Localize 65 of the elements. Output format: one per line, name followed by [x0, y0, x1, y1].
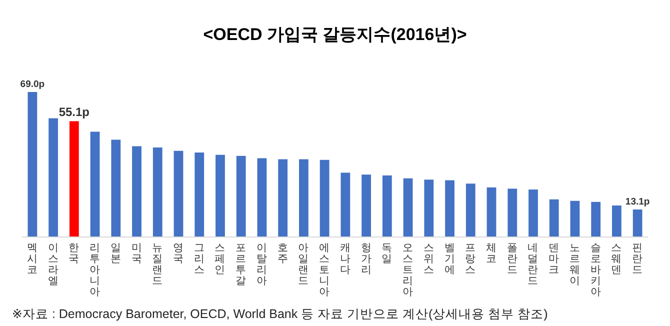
- bar: [48, 118, 58, 237]
- x-tick-label: 이스라엘: [48, 242, 59, 287]
- x-tick-label: 벨기에: [444, 242, 456, 276]
- bar: [174, 150, 184, 237]
- bar: [570, 200, 580, 237]
- bar: [278, 159, 288, 237]
- x-tick-label: 체코: [486, 242, 497, 265]
- bar: [90, 132, 100, 237]
- x-tick-label: 덴마크: [548, 242, 560, 276]
- x-tick-label: 프랑스: [465, 242, 476, 276]
- x-tick-label: 캐나다: [340, 242, 351, 276]
- bar: [152, 147, 162, 237]
- x-tick-label: 멕시코: [26, 242, 38, 276]
- x-tick-label: 한국: [68, 242, 80, 265]
- bar: [299, 159, 308, 237]
- bar: [236, 156, 246, 237]
- data-label: 69.0p: [20, 79, 45, 90]
- x-tick-label: 미국: [131, 242, 142, 265]
- bar: [632, 209, 642, 237]
- x-tick-label: 뉴질랜드: [152, 242, 164, 287]
- x-tick-label: 그리스: [194, 242, 205, 276]
- bar: [549, 199, 559, 237]
- x-tick-label: 에스토니아: [319, 242, 330, 298]
- bar: [486, 187, 496, 237]
- x-tick-label: 리투아니아: [90, 242, 101, 298]
- x-tick-label: 일본: [110, 242, 122, 265]
- x-tick-label: 독일: [382, 242, 393, 265]
- bar: [445, 180, 454, 237]
- x-tick-label: 영국: [173, 242, 184, 265]
- bar: [591, 202, 601, 237]
- x-tick-label: 포르투갈: [236, 242, 247, 287]
- bar: [28, 92, 38, 237]
- chart-title: <OECD 가입국 갈등지수(2016년)>: [203, 25, 467, 44]
- bar: [257, 158, 267, 237]
- bar: [528, 190, 538, 237]
- text: ※자료 : Democracy Barometer, OECD, World Bank 등 자료 기반으로 계산(상세내용 첨부 참조): [12, 307, 548, 321]
- data-label: 13.1p: [625, 196, 650, 208]
- x-tick-label: 헝가리: [360, 242, 372, 276]
- bar: [612, 205, 622, 237]
- bar: [403, 178, 413, 237]
- bar: [340, 172, 350, 237]
- x-tick-label: 오스트리아: [402, 242, 414, 298]
- bar: [69, 121, 79, 237]
- bar: [111, 140, 121, 237]
- bar: [216, 154, 225, 237]
- x-tick-label: 노르웨이: [569, 242, 580, 287]
- bar: [508, 188, 518, 237]
- bar: [466, 184, 476, 237]
- bar: [382, 175, 392, 237]
- x-tick-label: 스페인: [214, 242, 226, 276]
- x-tick-label: 스웨덴: [611, 242, 622, 276]
- x-tick-label: 슬로바키아: [590, 242, 602, 298]
- x-tick-label: 폴란드: [506, 242, 518, 276]
- bar: [132, 146, 142, 237]
- data-label: 55.1p: [58, 105, 90, 120]
- bar: [320, 160, 330, 237]
- bar: [194, 152, 204, 237]
- x-tick-label: 핀란드: [632, 242, 644, 276]
- x-tick-label: 스위스: [423, 242, 434, 276]
- x-tick-label: 아일랜드: [298, 242, 310, 287]
- x-tick-label: 네덜란드: [528, 242, 539, 287]
- bar: [424, 180, 434, 237]
- x-tick-label: 호주: [277, 242, 288, 265]
- bar: [362, 174, 371, 237]
- x-tick-label: 이탈리아: [256, 242, 268, 287]
